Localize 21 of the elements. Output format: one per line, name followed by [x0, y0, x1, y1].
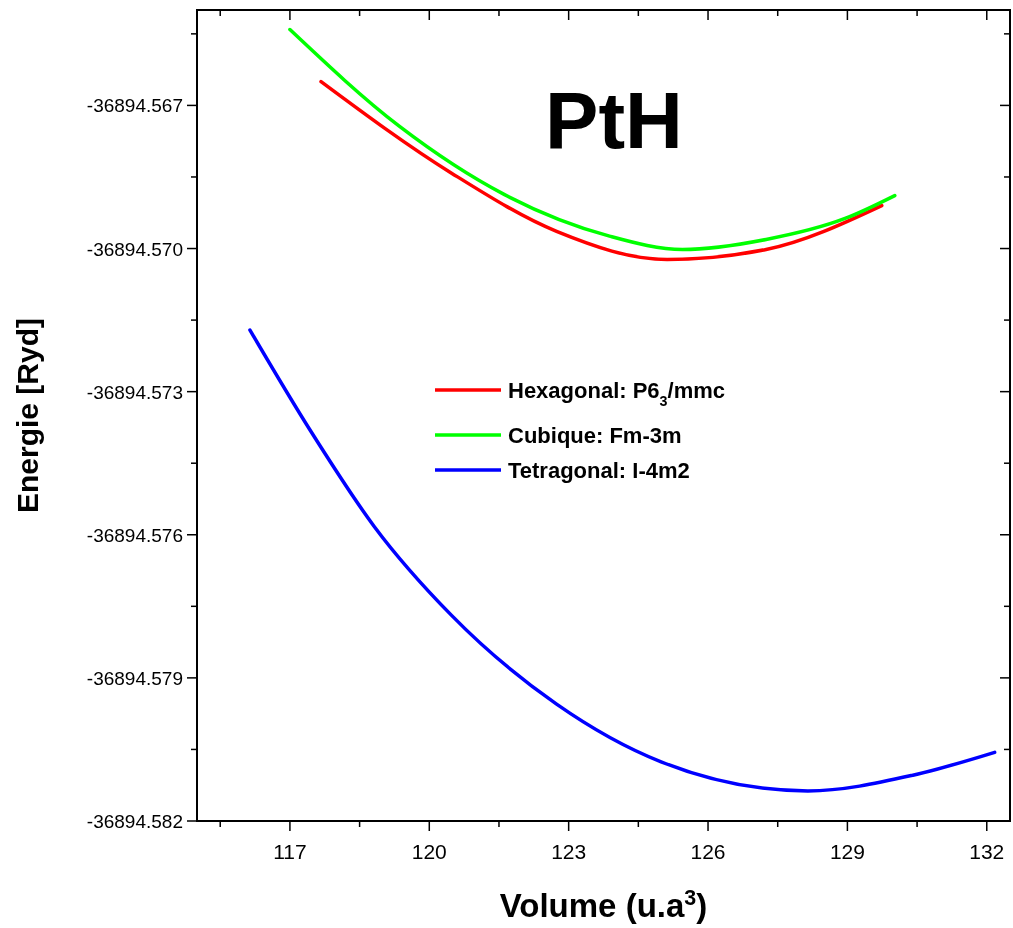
y-tick-label: -36894.579	[86, 667, 183, 689]
text: PtH	[545, 76, 683, 165]
x-tick-label: 129	[829, 840, 865, 863]
x-tick-label: 120	[411, 840, 447, 863]
y-tick-label: -36894.573	[86, 381, 183, 403]
x-tick-label: 123	[551, 840, 587, 863]
x-axis-title: Volume (u.a$^{3}$)	[499, 886, 708, 924]
legend-label: Cubique: Fm-3m	[508, 423, 682, 448]
y-axis-title: Energie [Ryd]	[11, 317, 44, 514]
line-series	[288, 27, 897, 252]
y-tick-label: -36894.582	[86, 811, 183, 832]
x-tick-label: 117	[273, 840, 307, 863]
y-tick-label: -36894.567	[86, 95, 183, 117]
line-series	[248, 328, 997, 793]
x-tick-label: 132	[969, 840, 1005, 863]
y-tick-label: -36894.576	[86, 524, 183, 546]
legend-label: Tetragonal: I-4m2	[508, 458, 690, 483]
x-tick-label: 126	[690, 840, 726, 863]
y-tick-label: -36894.570	[86, 238, 183, 260]
legend-label: Hexagonal: P6$_{3}$/mmc	[508, 378, 726, 409]
line-series	[319, 79, 884, 262]
